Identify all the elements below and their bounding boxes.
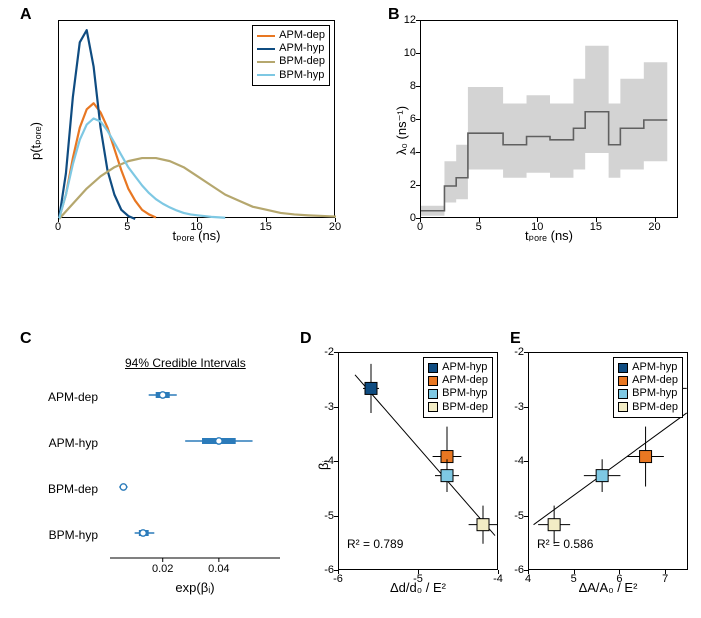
legend-d-3: BPM-dep [442, 401, 488, 414]
panel-b-xlabel: tₚₒᵣₑ (ns) [420, 228, 678, 244]
panel-d-legend: APM-hyp APM-dep BPM-hyp BPM-dep [423, 357, 493, 418]
legend-a-2: BPM-dep [279, 55, 325, 68]
panel-e-plot: APM-hyp APM-dep BPM-hyp BPM-dep R² = 0.5… [528, 352, 688, 570]
legend-a-0: APM-dep [279, 29, 325, 42]
ci-title: 94% Credible Intervals [125, 356, 246, 370]
panel-e-r2: R² = 0.586 [537, 537, 593, 551]
legend-a-3: BPM-hyp [279, 69, 324, 82]
panel-a-ylabel: p(tₚₒᵣₑ) [28, 122, 44, 160]
panel-d-r2: R² = 0.789 [347, 537, 403, 551]
panel-c-label: C [20, 330, 32, 348]
forest-lab-1: APM-hyp [38, 436, 98, 450]
panel-b-plot [420, 20, 678, 218]
legend-e-0: APM-hyp [632, 361, 677, 374]
forest-lab-0: APM-dep [38, 390, 98, 404]
legend-e-1: APM-dep [632, 374, 678, 387]
legend-d-1: APM-dep [442, 374, 488, 387]
panel-a-legend: APM-dep APM-hyp BPM-dep BPM-hyp [252, 25, 330, 86]
panel-a-label: A [20, 6, 32, 24]
panel-c-xlabel: exp(βᵢ) [110, 580, 280, 595]
forest-lab-2: BPM-dep [38, 482, 98, 496]
legend-a-1: APM-hyp [279, 42, 324, 55]
legend-e-3: BPM-dep [632, 401, 678, 414]
legend-e-2: BPM-hyp [632, 387, 677, 400]
svg-text:0.02: 0.02 [152, 563, 173, 575]
panel-c-plot: 0.020.04 94% Credible Intervals [110, 360, 280, 570]
legend-d-0: APM-hyp [442, 361, 487, 374]
legend-d-2: BPM-hyp [442, 387, 487, 400]
panel-d-plot: APM-hyp APM-dep BPM-hyp BPM-dep R² = 0.7… [338, 352, 498, 570]
svg-text:0.04: 0.04 [208, 563, 229, 575]
panel-a-plot: APM-dep APM-hyp BPM-dep BPM-hyp [58, 20, 335, 218]
forest-lab-3: BPM-hyp [38, 528, 98, 542]
panel-e-legend: APM-hyp APM-dep BPM-hyp BPM-dep [613, 357, 683, 418]
